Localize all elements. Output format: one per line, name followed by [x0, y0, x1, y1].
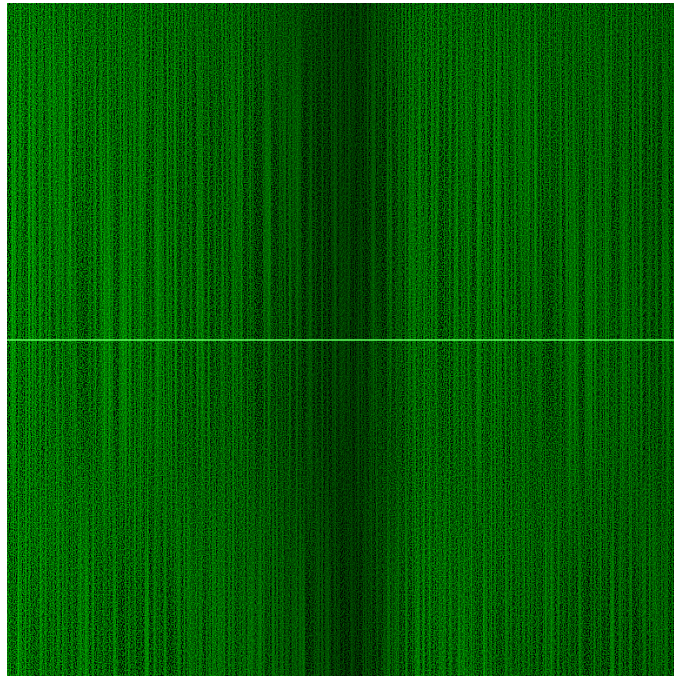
- page: [0, 0, 674, 678]
- spectrogram-image: [0, 0, 674, 678]
